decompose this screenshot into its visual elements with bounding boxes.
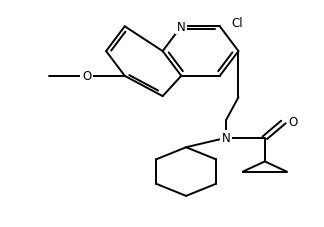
Text: O: O	[289, 115, 298, 128]
Text: Cl: Cl	[232, 17, 243, 30]
Text: N: N	[222, 132, 231, 145]
Text: N: N	[177, 21, 186, 34]
Text: O: O	[82, 70, 91, 83]
